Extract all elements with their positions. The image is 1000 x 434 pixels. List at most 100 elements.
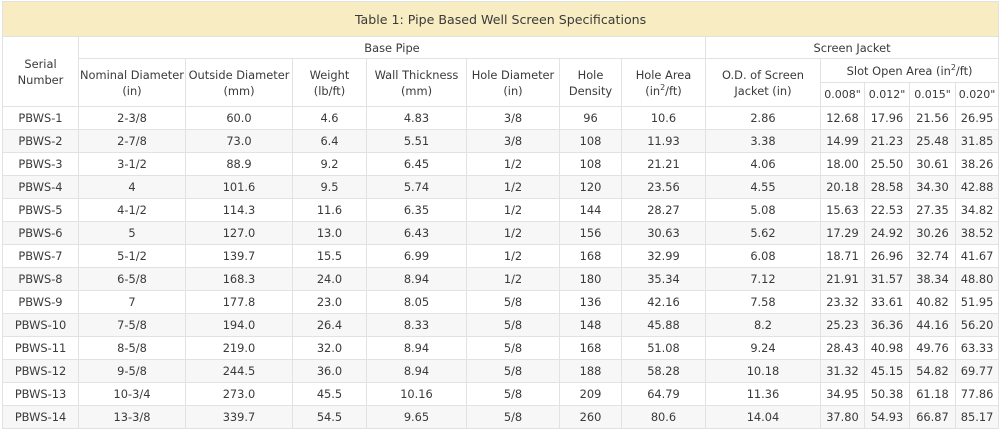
- table-row: PBWS-9 7 177.8 23.0 8.05 5/8 136 42.16 7.58 23.32…: [2, 290, 1000, 314]
- cell-od-screen-jacket: 5.08: [705, 198, 821, 222]
- cell-slot-0008: 21.91: [820, 267, 865, 291]
- cell-slot-0008: 34.95: [820, 382, 865, 406]
- cell-weight: 23.0: [292, 290, 367, 314]
- cell-serial: PBWS-2: [2, 129, 79, 153]
- cell-wall-thickness: 8.94: [366, 359, 467, 383]
- cell-weight: 26.4: [292, 313, 367, 337]
- header-slot-0020: 0.020": [954, 82, 1000, 107]
- cell-slot-0012: 36.36: [864, 313, 910, 337]
- cell-slot-0015: 27.35: [909, 198, 956, 222]
- cell-hole-density: 108: [559, 152, 622, 176]
- cell-weight: 45.5: [292, 382, 367, 406]
- cell-weight: 9.5: [292, 175, 367, 199]
- cell-slot-0020: 85.17: [954, 405, 1000, 429]
- cell-wall-thickness: 10.16: [366, 382, 467, 406]
- cell-wall-thickness: 5.51: [366, 129, 467, 153]
- cell-slot-0020: 42.88: [954, 175, 1000, 199]
- cell-weight: 15.5: [292, 244, 367, 268]
- cell-slot-0015: 40.82: [909, 290, 956, 314]
- cell-weight: 13.0: [292, 221, 367, 245]
- cell-wall-thickness: 4.83: [366, 106, 467, 130]
- cell-nominal-diameter: 10-3/4: [78, 382, 186, 406]
- cell-hole-diameter: 1/2: [466, 267, 560, 291]
- cell-hole-area: 11.93: [621, 129, 706, 153]
- cell-serial: PBWS-10: [2, 313, 79, 337]
- cell-outside-diameter: 273.0: [185, 382, 293, 406]
- cell-serial: PBWS-5: [2, 198, 79, 222]
- cell-od-screen-jacket: 5.62: [705, 221, 821, 245]
- cell-slot-0012: 25.50: [864, 152, 910, 176]
- cell-slot-0012: 31.57: [864, 267, 910, 291]
- header-slot-open-area-prefix: Slot Open Area (in: [846, 63, 951, 78]
- cell-wall-thickness: 8.33: [366, 313, 467, 337]
- cell-weight: 6.4: [292, 129, 367, 153]
- cell-serial: PBWS-11: [2, 336, 79, 360]
- table-caption: Table 1: Pipe Based Well Screen Specific…: [1, 1, 1000, 37]
- cell-od-screen-jacket: 4.06: [705, 152, 821, 176]
- cell-slot-0008: 31.32: [820, 359, 865, 383]
- header-hole-density: Hole Density: [559, 58, 622, 107]
- table-row: PBWS-12 9-5/8 244.5 36.0 8.94 5/8 188 58.28 10.1…: [2, 359, 1000, 383]
- cell-nominal-diameter: 6-5/8: [78, 267, 186, 291]
- table-row: PBWS-11 8-5/8 219.0 32.0 8.94 5/8 168 51.08 9.24…: [2, 336, 1000, 360]
- cell-slot-0020: 38.52: [954, 221, 1000, 245]
- table-row: PBWS-8 6-5/8 168.3 24.0 8.94 1/2 180 35.34 7.12 2…: [2, 267, 1000, 291]
- cell-slot-0008: 25.23: [820, 313, 865, 337]
- cell-nominal-diameter: 5: [78, 221, 186, 245]
- cell-hole-diameter: 3/8: [466, 129, 560, 153]
- cell-slot-0012: 26.96: [864, 244, 910, 268]
- header-slot-0012: 0.012": [864, 82, 910, 107]
- cell-slot-0015: 49.76: [909, 336, 956, 360]
- cell-wall-thickness: 6.45: [366, 152, 467, 176]
- cell-slot-0015: 54.82: [909, 359, 956, 383]
- cell-hole-diameter: 1/2: [466, 198, 560, 222]
- cell-wall-thickness: 8.94: [366, 336, 467, 360]
- cell-slot-0020: 34.82: [954, 198, 1000, 222]
- cell-outside-diameter: 88.9: [185, 152, 293, 176]
- cell-outside-diameter: 194.0: [185, 313, 293, 337]
- cell-hole-diameter: 5/8: [466, 290, 560, 314]
- cell-od-screen-jacket: 6.08: [705, 244, 821, 268]
- cell-hole-diameter: 1/2: [466, 221, 560, 245]
- table-row: PBWS-4 4 101.6 9.5 5.74 1/2 120 23.56 4.55 20.18 2…: [2, 175, 1000, 199]
- cell-slot-0020: 38.26: [954, 152, 1000, 176]
- header-serial-number: Serial Number: [2, 36, 79, 107]
- cell-weight: 36.0: [292, 359, 367, 383]
- cell-hole-area: 35.34: [621, 267, 706, 291]
- cell-nominal-diameter: 5-1/2: [78, 244, 186, 268]
- cell-hole-area: 45.88: [621, 313, 706, 337]
- cell-hole-density: 120: [559, 175, 622, 199]
- table-row: PBWS-2 2-7/8 73.0 6.4 5.51 3/8 108 11.93 3.38 14.…: [2, 129, 1000, 153]
- table-row: PBWS-6 5 127.0 13.0 6.43 1/2 156 30.63 5.62 17.29…: [2, 221, 1000, 245]
- cell-nominal-diameter: 4: [78, 175, 186, 199]
- cell-outside-diameter: 219.0: [185, 336, 293, 360]
- table-row: PBWS-1 2-3/8 60.0 4.6 4.83 3/8 96 10.6 2.86 12.68…: [2, 106, 1000, 130]
- cell-outside-diameter: 339.7: [185, 405, 293, 429]
- header-slot-0015: 0.015": [909, 82, 956, 107]
- table-row: PBWS-5 4-1/2 114.3 11.6 6.35 1/2 144 28.27 5.08 1…: [2, 198, 1000, 222]
- cell-wall-thickness: 6.43: [366, 221, 467, 245]
- cell-slot-0015: 66.87: [909, 405, 956, 429]
- table-row: PBWS-3 3-1/2 88.9 9.2 6.45 1/2 108 21.21 4.06 18.…: [2, 152, 1000, 176]
- header-nominal-diameter: Nominal Diameter (in): [78, 58, 186, 107]
- table-row: PBWS-13 10-3/4 273.0 45.5 10.16 5/8 209 64.79 11…: [2, 382, 1000, 406]
- cell-slot-0012: 17.96: [864, 106, 910, 130]
- cell-od-screen-jacket: 11.36: [705, 382, 821, 406]
- header-slot-open-area: Slot Open Area (in2/ft): [819, 58, 1000, 83]
- cell-weight: 54.5: [292, 405, 367, 429]
- table-body: PBWS-1 2-3/8 60.0 4.6 4.83 3/8 96 10.6 2.86 12.68…: [2, 106, 1000, 429]
- cell-weight: 4.6: [292, 106, 367, 130]
- cell-slot-0012: 24.92: [864, 221, 910, 245]
- cell-od-screen-jacket: 9.24: [705, 336, 821, 360]
- cell-outside-diameter: 177.8: [185, 290, 293, 314]
- cell-wall-thickness: 9.65: [366, 405, 467, 429]
- cell-hole-diameter: 1/2: [466, 175, 560, 199]
- header-hole-diameter: Hole Diameter (in): [466, 58, 560, 107]
- table-row: PBWS-7 5-1/2 139.7 15.5 6.99 1/2 168 32.99 6.08 1…: [2, 244, 1000, 268]
- header-hole-area: Hole Area (in2/ft): [621, 58, 706, 107]
- cell-nominal-diameter: 3-1/2: [78, 152, 186, 176]
- cell-slot-0020: 77.86: [954, 382, 1000, 406]
- cell-od-screen-jacket: 2.86: [705, 106, 821, 130]
- cell-hole-density: 108: [559, 129, 622, 153]
